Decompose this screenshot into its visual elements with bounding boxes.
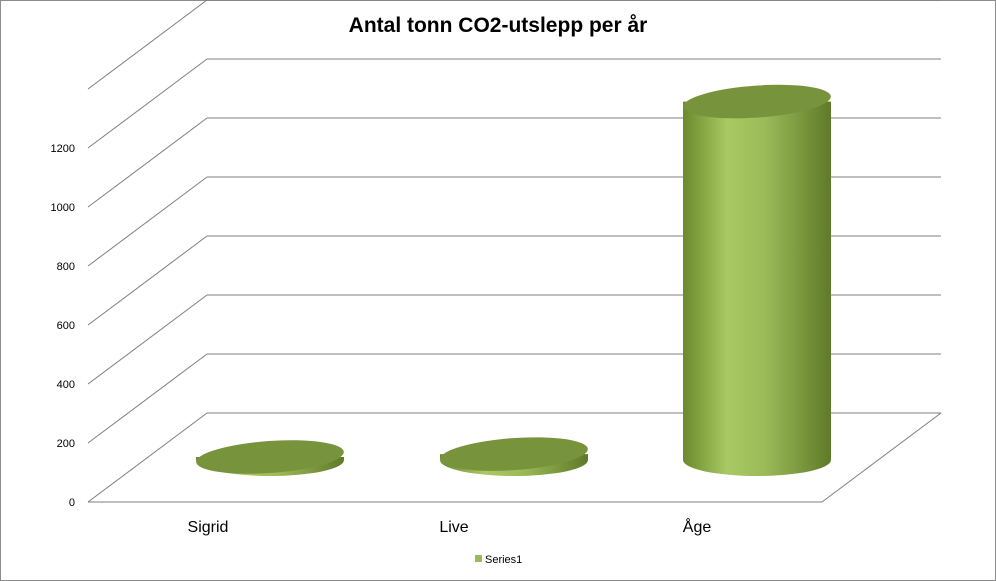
bar [683, 84, 831, 476]
legend-label: Series1 [485, 554, 522, 566]
y-tick-label: 400 [57, 379, 75, 391]
chart-title: Antal tonn CO2-utslepp per år [348, 14, 648, 37]
gridline-diagonal [87, 412, 208, 503]
x-tick-label: Åge [683, 517, 712, 536]
x-tick-label: Live [439, 519, 468, 536]
bar-top [683, 84, 831, 119]
x-tick-label: Sigrid [188, 519, 229, 536]
gridline-diagonal [87, 353, 208, 444]
bar-top [440, 437, 588, 471]
floor-right-edge [821, 412, 942, 503]
y-tick-label: 800 [57, 261, 75, 273]
gridline-diagonal [87, 117, 208, 208]
legend-swatch [475, 555, 482, 562]
gridline-diagonal [87, 235, 208, 326]
y-tick-label: 0 [69, 497, 75, 509]
y-tick-label: 200 [57, 438, 75, 450]
bar [440, 437, 588, 476]
gridline-diagonal [87, 294, 208, 385]
y-tick-label: 600 [57, 320, 75, 332]
gridline-diagonal [87, 58, 208, 149]
y-tick-label: 1200 [51, 143, 75, 155]
gridline-diagonal [87, 176, 208, 267]
bar [196, 440, 344, 476]
gridline-diagonal [87, 0, 208, 90]
bar-top [196, 440, 344, 474]
y-tick-label: 1000 [51, 202, 75, 214]
bar-body [683, 101, 831, 476]
